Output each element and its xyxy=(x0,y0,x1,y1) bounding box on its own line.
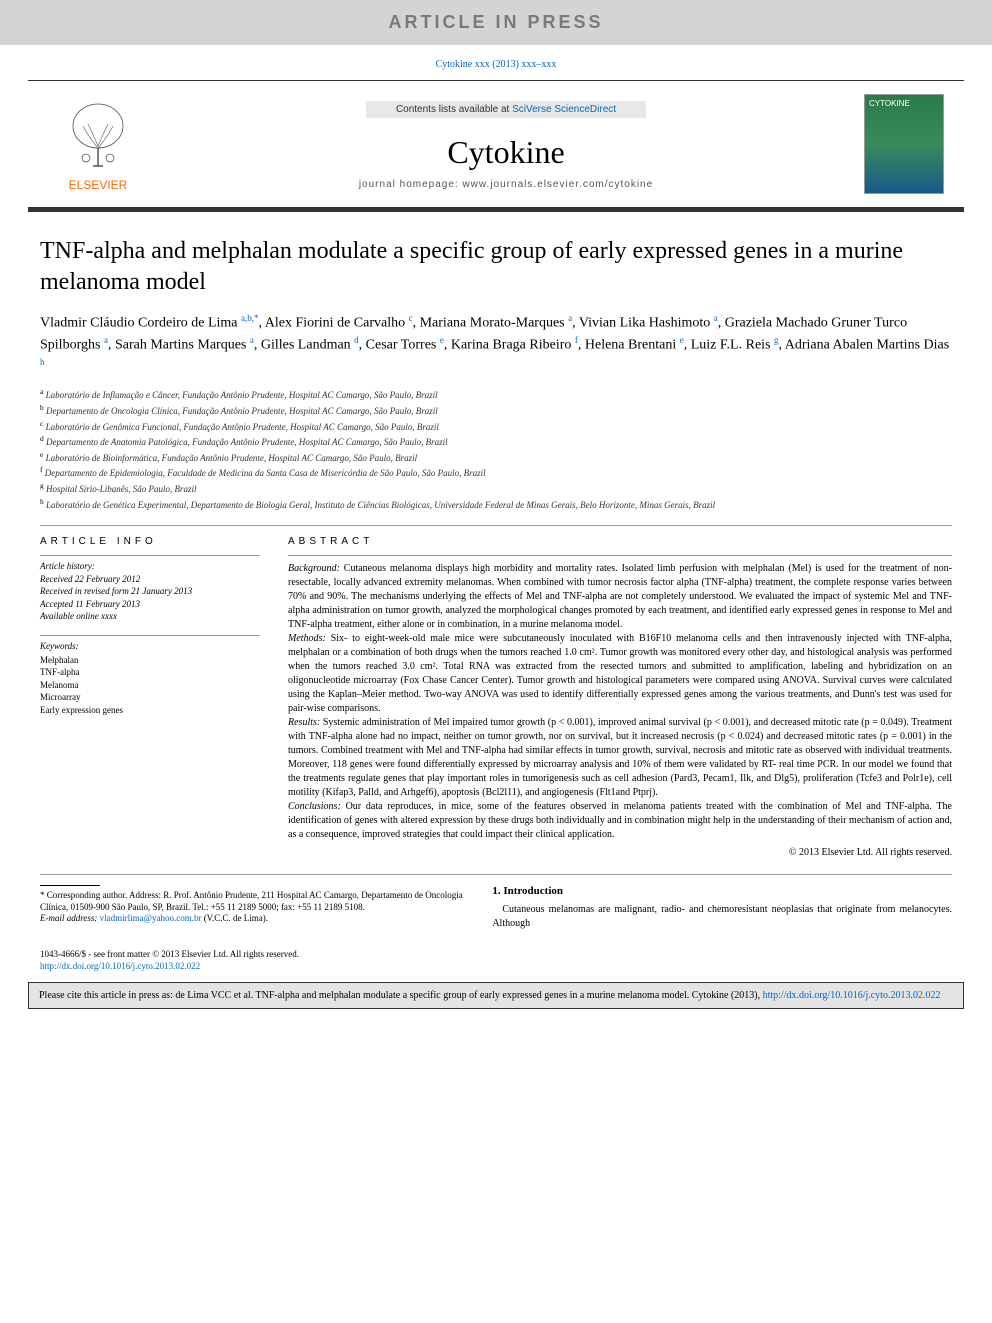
abstract-body: Background: Cutaneous melanoma displays … xyxy=(288,555,952,860)
publisher-logo: ELSEVIER xyxy=(48,89,148,199)
article-in-press-banner: ARTICLE IN PRESS xyxy=(0,0,992,45)
content-divider xyxy=(40,525,952,526)
keywords-block: Keywords: Melphalan TNF-alpha Melanoma M… xyxy=(40,635,260,717)
introduction-text: Cutaneous melanomas are malignant, radio… xyxy=(492,903,952,931)
introduction-heading: 1. Introduction xyxy=(492,885,952,897)
article-info-column: ARTICLE INFO Article history: Received 2… xyxy=(40,536,260,860)
journal-cover-thumbnail: CYTOKINE xyxy=(864,94,944,194)
journal-homepage: journal homepage: www.journals.elsevier.… xyxy=(148,179,864,190)
abstract-results: Systemic administration of Mel impaired … xyxy=(288,717,952,798)
citation-line: Cytokine xxx (2013) xxx–xxx xyxy=(0,45,992,80)
masthead: ELSEVIER Contents lists available at Sci… xyxy=(28,80,964,208)
affiliation-item: d Departamento de Anatomia Patológica, F… xyxy=(40,434,952,449)
abstract-methods: Six- to eight-week-old male mice were su… xyxy=(288,633,952,714)
keyword: Melphalan xyxy=(40,655,79,665)
introduction-block: 1. Introduction Cutaneous melanomas are … xyxy=(492,885,952,931)
abstract-results-label: Results: xyxy=(288,717,320,728)
elsevier-tree-icon xyxy=(58,96,138,176)
article-history: Article history: Received 22 February 20… xyxy=(40,555,260,623)
history-item: Accepted 11 February 2013 xyxy=(40,599,140,609)
abstract-background-label: Background: xyxy=(288,563,340,574)
abstract-methods-label: Methods: xyxy=(288,633,326,644)
cite-doi-link[interactable]: http://dx.doi.org/10.1016/j.cyto.2013.02… xyxy=(763,990,941,1001)
publisher-name: ELSEVIER xyxy=(69,178,128,192)
copyright-footer: 1043-4666/$ - see front matter © 2013 El… xyxy=(0,941,992,976)
section-divider xyxy=(40,874,952,875)
abstract-conclusions: Our data reproduces, in mice, some of th… xyxy=(288,801,952,840)
doi-link[interactable]: http://dx.doi.org/10.1016/j.cyto.2013.02… xyxy=(40,961,200,971)
issn-line: 1043-4666/$ - see front matter © 2013 El… xyxy=(40,949,299,959)
corresponding-email-link[interactable]: vladmirlima@yahoo.com.br xyxy=(100,913,202,923)
email-label: E-mail address: xyxy=(40,913,100,923)
abstract-copyright: © 2013 Elsevier Ltd. All rights reserved… xyxy=(288,846,952,860)
keywords-label: Keywords: xyxy=(40,640,260,653)
cite-text: Please cite this article in press as: de… xyxy=(39,990,763,1001)
article-info-heading: ARTICLE INFO xyxy=(40,536,260,547)
sciencedirect-link[interactable]: SciVerse ScienceDirect xyxy=(512,104,616,115)
history-item: Received 22 February 2012 xyxy=(40,574,140,584)
email-suffix: (V.C.C. de Lima). xyxy=(201,913,268,923)
abstract-column: ABSTRACT Background: Cutaneous melanoma … xyxy=(288,536,952,860)
affiliation-item: e Laboratório de Bioinformática, Fundaçã… xyxy=(40,450,952,465)
corresponding-text: * Corresponding author. Address: R. Prof… xyxy=(40,890,463,912)
affiliation-item: b Departamento de Oncologia Clínica, Fun… xyxy=(40,403,952,418)
history-item: Received in revised form 21 January 2013 xyxy=(40,586,192,596)
history-label: Article history: xyxy=(40,561,95,571)
abstract-conclusions-label: Conclusions: xyxy=(288,801,341,812)
cover-label: CYTOKINE xyxy=(869,99,910,108)
masthead-center: Contents lists available at SciVerse Sci… xyxy=(148,99,864,190)
affiliation-item: a Laboratório de Inflamação e Câncer, Fu… xyxy=(40,387,952,402)
cite-box: Please cite this article in press as: de… xyxy=(28,982,964,1009)
keyword: Microarray xyxy=(40,692,80,702)
keyword: Early expression genes xyxy=(40,705,123,715)
article-title: TNF-alpha and melphalan modulate a speci… xyxy=(40,236,952,298)
affiliation-item: c Laboratório de Genômica Funcional, Fun… xyxy=(40,419,952,434)
keyword: Melanoma xyxy=(40,680,79,690)
contents-text: Contents lists available at xyxy=(396,104,512,115)
abstract-background: Cutaneous melanoma displays high morbidi… xyxy=(288,563,952,630)
journal-title: Cytokine xyxy=(148,134,864,171)
abstract-heading: ABSTRACT xyxy=(288,536,952,547)
contents-available: Contents lists available at SciVerse Sci… xyxy=(366,101,646,118)
keyword: TNF-alpha xyxy=(40,667,80,677)
footnote-divider xyxy=(40,885,100,886)
corresponding-author-block: * Corresponding author. Address: R. Prof… xyxy=(40,885,464,931)
history-item: Available online xxxx xyxy=(40,611,117,621)
affiliations-list: a Laboratório de Inflamação e Câncer, Fu… xyxy=(40,387,952,511)
affiliation-item: f Departamento de Epidemiologia, Faculda… xyxy=(40,465,952,480)
affiliation-item: h Laboratório de Genética Experimental, … xyxy=(40,497,952,512)
authors-list: Vladmir Cláudio Cordeiro de Lima a,b,*, … xyxy=(40,312,952,377)
affiliation-item: g Hospital Sírio-Libanês, São Paulo, Bra… xyxy=(40,481,952,496)
